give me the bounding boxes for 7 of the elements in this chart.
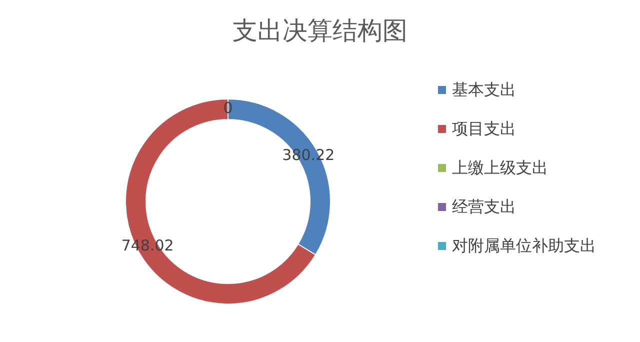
chart-title: 支出决算结构图: [232, 15, 408, 47]
legend-label: 项目支出: [452, 119, 516, 139]
legend-label: 对附属单位补助支出: [452, 236, 596, 256]
legend-label: 上缴上级支出: [452, 158, 548, 178]
text: 0: [223, 99, 233, 118]
legend-label: 经营支出: [452, 197, 516, 217]
legend-label: 基本支出: [452, 80, 516, 100]
